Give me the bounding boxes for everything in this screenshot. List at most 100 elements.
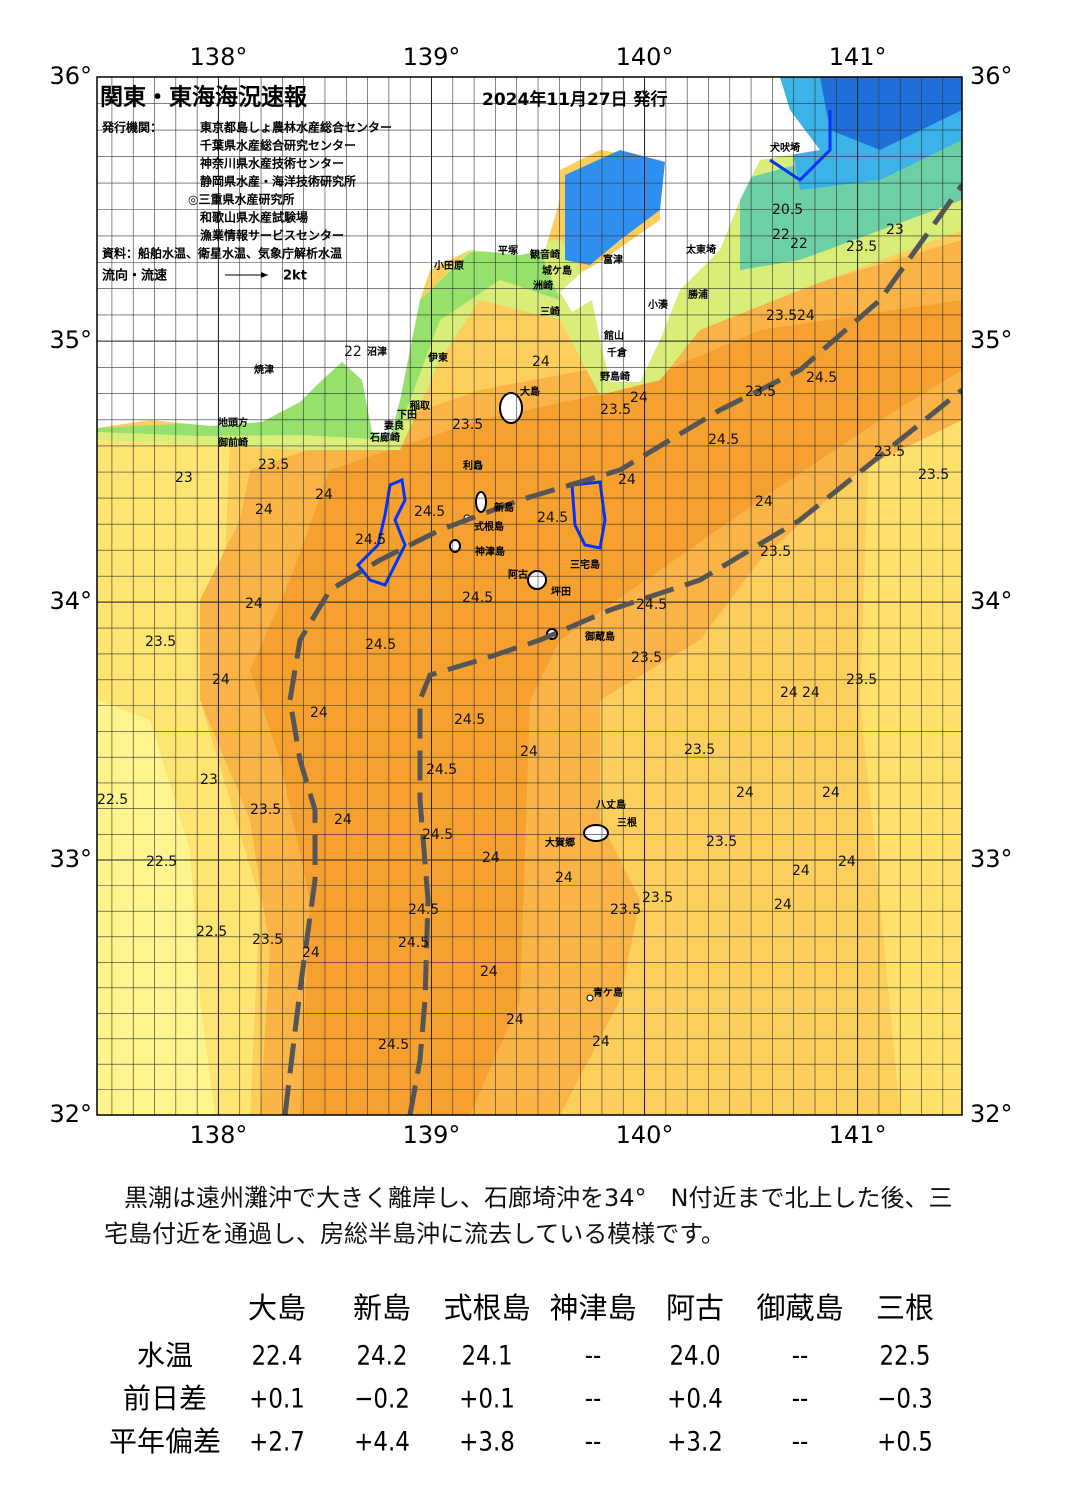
cell: -- bbox=[792, 1340, 809, 1371]
place-name: 勝浦 bbox=[688, 288, 708, 301]
contour-label: 24 bbox=[506, 1012, 524, 1028]
cell: +0.1 bbox=[459, 1383, 515, 1414]
contour-label: 23.5 bbox=[766, 308, 797, 324]
column-header: 阿古 bbox=[666, 1291, 724, 1325]
place-name: 新島 bbox=[494, 501, 514, 514]
date: 2024年11月27日 発行 bbox=[482, 89, 668, 110]
kuroshio-axis bbox=[282, 183, 962, 1115]
contour-label: 24.5 bbox=[806, 370, 837, 386]
cell: -- bbox=[585, 1383, 602, 1414]
cell: −0.3 bbox=[877, 1383, 933, 1414]
issuer: 漁業情報サービスセンター bbox=[200, 228, 344, 243]
cell: -- bbox=[585, 1340, 602, 1371]
place-name: 焼津 bbox=[254, 363, 274, 376]
contour-label: 23.5 bbox=[745, 384, 776, 400]
row-label: 前日差 bbox=[123, 1382, 207, 1415]
place-name: 小湊 bbox=[647, 298, 669, 311]
contour-label: 23.5 bbox=[610, 902, 641, 918]
contour-label: 24.5 bbox=[537, 510, 568, 526]
contour-label: 22.5 bbox=[196, 924, 227, 940]
place-name: 伊東 bbox=[427, 351, 448, 364]
contour-label: 24 bbox=[302, 945, 320, 961]
place-name: 三根 bbox=[617, 816, 637, 829]
source: 資料：船舶水温、衛星水温、気象庁解析水温 bbox=[102, 246, 342, 261]
place-name: 八丈島 bbox=[595, 798, 626, 811]
contour-label: 24.5 bbox=[422, 827, 453, 843]
issuer: 神奈川県水産技術センター bbox=[200, 156, 344, 171]
contour-label: 24.5 bbox=[414, 504, 445, 520]
column-header: 三根 bbox=[876, 1291, 934, 1325]
cell: -- bbox=[585, 1426, 602, 1457]
place-name: 平塚 bbox=[498, 244, 518, 257]
contour-label: 22 bbox=[344, 344, 362, 360]
contour-label: 20.5 bbox=[772, 202, 803, 218]
contour-label: 24 bbox=[792, 863, 810, 879]
contour-label: 23.5 bbox=[846, 239, 877, 255]
lon-label: 141° bbox=[829, 1121, 887, 1149]
contour-label: 24 bbox=[212, 672, 230, 688]
contour-label: 23.5 bbox=[250, 802, 281, 818]
contour-label: 22.5 bbox=[97, 792, 128, 808]
place-name: 沼津 bbox=[367, 345, 387, 358]
place-name: 石廊崎 bbox=[369, 431, 400, 444]
place-name: 太東埼 bbox=[685, 243, 716, 256]
contour-label: 24 bbox=[255, 502, 273, 518]
lat-label: 36° bbox=[970, 62, 1013, 90]
place-name: 妻良 bbox=[384, 419, 404, 432]
column-header: 神津島 bbox=[549, 1291, 636, 1325]
flow-label: 流向・流速 bbox=[102, 268, 167, 284]
cell: +2.7 bbox=[249, 1426, 305, 1457]
column-header: 御蔵島 bbox=[756, 1291, 843, 1325]
contour-label: 22 bbox=[772, 227, 790, 243]
issuer: 千葉県水産総合研究センター bbox=[200, 138, 356, 153]
place-name: 坪田 bbox=[551, 585, 571, 598]
contour-label: 24 bbox=[555, 870, 573, 886]
contour-label: 24 bbox=[755, 494, 773, 510]
contour-label: 24.5 bbox=[708, 432, 739, 448]
contour-label: 24 bbox=[245, 596, 263, 612]
contour-label: 24 bbox=[315, 487, 333, 503]
contour-label: 24 bbox=[630, 390, 648, 406]
lon-label: 140° bbox=[616, 1121, 674, 1149]
place-name: 三崎 bbox=[540, 305, 560, 318]
contour-label: 24 bbox=[532, 354, 550, 370]
cell: 24.0 bbox=[669, 1340, 720, 1371]
issuer: 静岡県水産・海洋技術研究所 bbox=[200, 174, 356, 189]
contour-label: 24.5 bbox=[378, 1037, 409, 1053]
lon-label: 138° bbox=[190, 43, 248, 71]
contour-label: 24 bbox=[780, 685, 798, 701]
lat-label: 34° bbox=[970, 587, 1013, 615]
cell: -- bbox=[792, 1426, 809, 1457]
lon-label: 141° bbox=[829, 43, 887, 71]
place-name: 神津島 bbox=[475, 545, 505, 558]
cell: +3.2 bbox=[667, 1426, 723, 1457]
contour-label: 23.5 bbox=[145, 634, 176, 650]
map-frame bbox=[96, 76, 963, 1116]
contour-label: 24 bbox=[520, 744, 538, 760]
lat-label: 35° bbox=[970, 326, 1013, 354]
lat-label: 32° bbox=[970, 1100, 1013, 1128]
contour-label: 23.5 bbox=[846, 672, 877, 688]
contour-label: 23 bbox=[200, 772, 218, 788]
lon-label: 139° bbox=[403, 1121, 461, 1149]
contour-label: 24 bbox=[618, 472, 636, 488]
issuer: 東京都島しょ農林水産総合センター bbox=[200, 120, 392, 135]
comment-line: 宅島付近を通過し、房総半島沖に流去している模様です。 bbox=[104, 1220, 725, 1248]
place-name: 稲取 bbox=[410, 399, 431, 412]
issuer-label: 発行機関： bbox=[101, 120, 162, 135]
lat-label: 34° bbox=[49, 587, 92, 615]
place-name: 洲崎 bbox=[533, 279, 553, 292]
place-name: 野島崎 bbox=[600, 370, 630, 383]
contour-label: 24 bbox=[822, 785, 840, 801]
lat-label: 33° bbox=[970, 845, 1013, 873]
place-name: 観音崎 bbox=[530, 248, 560, 261]
contour-label: 24.5 bbox=[636, 597, 667, 613]
comment-line: 黒潮は遠州灘沖で大きく離岸し、石廊埼沖を34° N付近まで北上した後、三 bbox=[124, 1184, 953, 1212]
lat-label: 33° bbox=[49, 845, 92, 873]
contour-label: 23.5 bbox=[642, 890, 673, 906]
contour-label: 23.5 bbox=[760, 544, 791, 560]
contour-label: 24.5 bbox=[408, 902, 439, 918]
cell: +3.8 bbox=[459, 1426, 515, 1457]
